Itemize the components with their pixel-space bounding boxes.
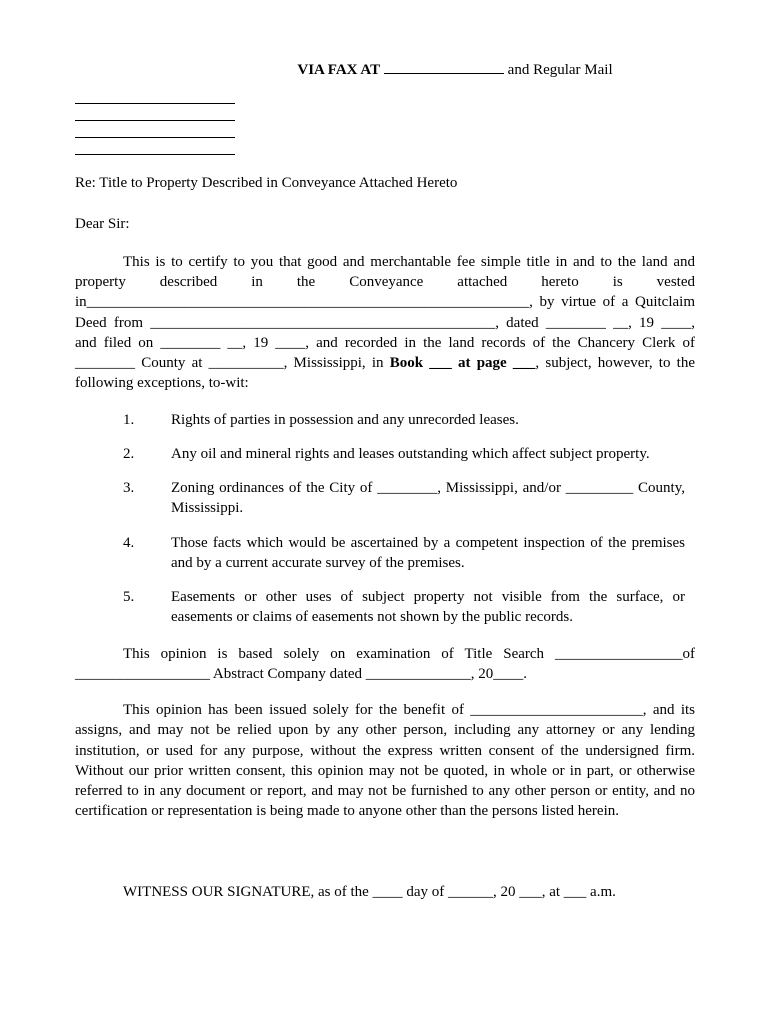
address-line-3 [75, 122, 235, 138]
exceptions-list: 1. Rights of parties in possession and a… [75, 410, 695, 628]
list-text-1: Rights of parties in possession and any … [171, 410, 695, 430]
address-line-1 [75, 88, 235, 104]
list-text-3: Zoning ordinances of the City of _______… [171, 478, 695, 519]
regular-mail-label: and Regular Mail [508, 62, 613, 78]
list-item: 1. Rights of parties in possession and a… [75, 410, 695, 430]
list-item: 2. Any oil and mineral rights and leases… [75, 444, 695, 464]
list-item: 4. Those facts which would be ascertaine… [75, 533, 695, 574]
fax-number-blank [384, 73, 504, 74]
address-line-2 [75, 105, 235, 121]
via-fax-label: VIA FAX AT [297, 62, 380, 78]
fax-header: VIA FAX AT and Regular Mail [215, 60, 695, 80]
paragraph-1: This is to certify to you that good and … [75, 252, 695, 394]
para1-text-a: This is to certify to you that good and … [75, 254, 695, 371]
para1-book-page: Book ___ at page ___ [390, 355, 536, 371]
re-line: Re: Title to Property Described in Conve… [75, 173, 695, 193]
witness-line: WITNESS OUR SIGNATURE, as of the ____ da… [75, 882, 695, 902]
document-page: VIA FAX AT and Regular Mail Re: Title to… [0, 0, 770, 1024]
list-num-5: 5. [123, 587, 171, 628]
address-line-4 [75, 139, 235, 155]
list-num-4: 4. [123, 533, 171, 574]
paragraph-2: This opinion is based solely on examinat… [75, 644, 695, 685]
list-num-3: 3. [123, 478, 171, 519]
address-block [75, 88, 695, 155]
list-item: 3. Zoning ordinances of the City of ____… [75, 478, 695, 519]
list-num-1: 1. [123, 410, 171, 430]
list-text-5: Easements or other uses of subject prope… [171, 587, 695, 628]
salutation: Dear Sir: [75, 214, 695, 234]
list-num-2: 2. [123, 444, 171, 464]
list-item: 5. Easements or other uses of subject pr… [75, 587, 695, 628]
paragraph-3: This opinion has been issued solely for … [75, 700, 695, 822]
list-text-2: Any oil and mineral rights and leases ou… [171, 444, 695, 464]
list-text-4: Those facts which would be ascertained b… [171, 533, 695, 574]
